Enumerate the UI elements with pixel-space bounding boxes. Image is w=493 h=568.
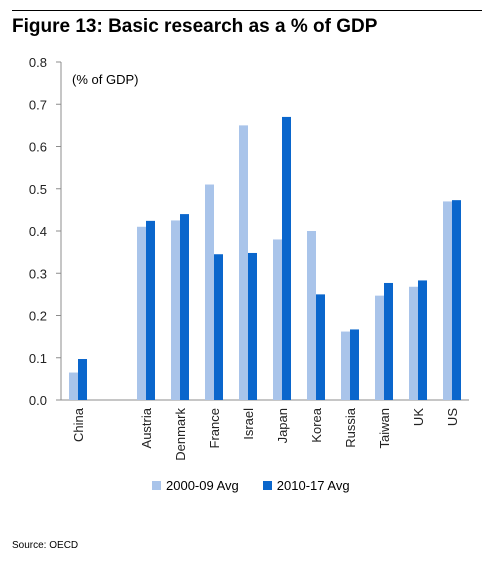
x-category-label: Israel — [241, 408, 256, 440]
bar-series2 — [384, 282, 393, 400]
bar-series2 — [180, 214, 189, 400]
bar-series1 — [307, 231, 316, 400]
bar-series1 — [171, 220, 180, 400]
legend-swatch-series1 — [152, 481, 161, 490]
x-category-label: Korea — [309, 407, 324, 442]
x-category-label: Denmark — [173, 408, 188, 461]
x-category-label: Taiwan — [377, 408, 392, 448]
bar-series1 — [69, 372, 78, 400]
bar-series1 — [375, 295, 384, 400]
y-tick-label: 0.5 — [29, 182, 47, 197]
legend-label-series2: 2010-17 Avg — [276, 478, 350, 493]
title-rule — [12, 10, 482, 11]
source-note: Source: OECD — [12, 540, 79, 551]
x-category-label: China — [71, 407, 86, 442]
unit-label: (% of GDP) — [72, 72, 139, 87]
x-category-label: US — [445, 408, 460, 426]
bar-series1 — [205, 184, 214, 400]
y-tick-label: 0.2 — [29, 309, 47, 324]
legend-label-series1: 2000-09 Avg — [166, 478, 239, 493]
bar-series1 — [409, 286, 418, 400]
bar-series1 — [443, 201, 452, 400]
bar-series1 — [341, 331, 350, 400]
x-category-label: Japan — [275, 408, 290, 443]
bar-series1 — [273, 239, 282, 400]
bar-series2 — [452, 200, 461, 400]
bar-series1 — [137, 226, 146, 400]
bar-series2 — [146, 220, 155, 400]
bar-chart: 0.0 0.1 0.2 0.3 0.4 0.5 0.6 0.7 0.8 China Austria D… — [29, 55, 469, 461]
x-category-label: UK — [411, 408, 426, 426]
y-tick-label: 0.1 — [29, 351, 47, 366]
bar-series2 — [78, 359, 87, 400]
figure-title: Figure 13: Basic research as a % of GDP — [12, 16, 378, 37]
y-tick-label: 0.3 — [29, 266, 47, 281]
bar-series2 — [282, 116, 291, 401]
y-tick-label: 0.7 — [29, 97, 47, 112]
x-category-label: Austria — [139, 407, 154, 448]
bar-series2 — [350, 329, 359, 400]
legend-swatch-series2 — [262, 481, 272, 490]
legend-item-series1: 2000-09 Avg — [152, 478, 239, 493]
x-category-label: Russia — [343, 407, 358, 448]
legend: 2000-09 Avg 2010-17 Avg — [152, 478, 350, 493]
legend-item-series2: 2010-17 Avg — [262, 478, 350, 493]
bar-series2 — [418, 280, 427, 400]
y-tick-label: 0.8 — [29, 55, 47, 70]
y-tick-label: 0.6 — [29, 140, 47, 155]
y-tick-label: 0.4 — [29, 224, 47, 239]
bar-series1 — [239, 125, 248, 400]
y-tick-label: 0.0 — [29, 393, 47, 408]
bar-series2 — [316, 294, 325, 400]
x-category-label: France — [207, 408, 222, 448]
bar-series2 — [214, 254, 223, 400]
bar-series2 — [248, 252, 257, 400]
